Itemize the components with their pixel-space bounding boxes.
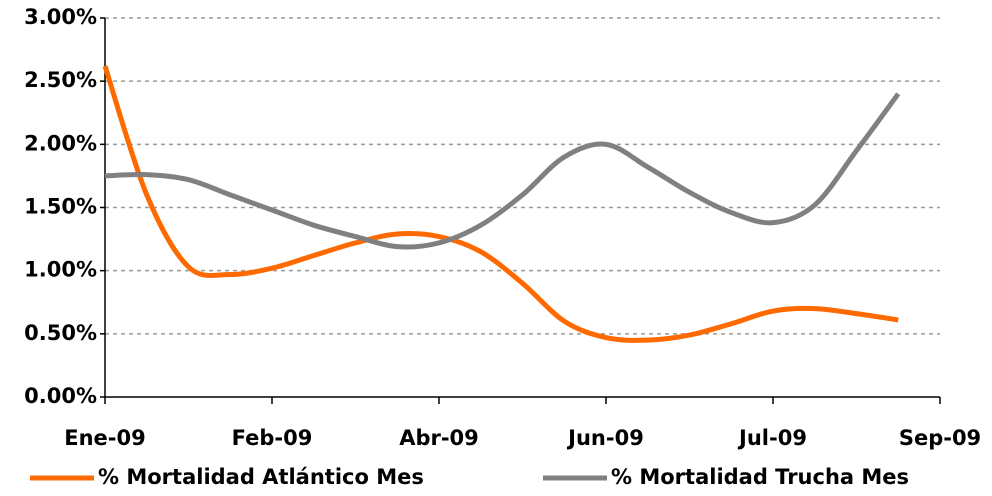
x-tick-label: Sep-09 — [899, 426, 981, 450]
x-tick-label: Jul-09 — [737, 426, 807, 450]
series-line — [104, 92, 901, 250]
y-tick-label: 1.50% — [24, 195, 97, 219]
x-tick-label: Jun-09 — [566, 426, 644, 450]
y-tick-label: 2.50% — [24, 68, 97, 92]
y-tick-label: 1.00% — [24, 258, 97, 282]
series-line — [102, 65, 899, 343]
y-tick-label: 2.00% — [24, 131, 97, 155]
x-tick-label: Ene-09 — [64, 426, 145, 450]
legend-label: % Mortalidad Atlántico Mes — [98, 465, 424, 489]
y-tick-label: 0.50% — [24, 321, 97, 345]
y-tick-label: 3.00% — [24, 5, 97, 29]
legend-label: % Mortalidad Trucha Mes — [611, 465, 909, 489]
x-tick-label: Feb-09 — [232, 426, 313, 450]
y-tick-label: 0.00% — [24, 384, 97, 408]
x-tick-label: Abr-09 — [399, 426, 479, 450]
